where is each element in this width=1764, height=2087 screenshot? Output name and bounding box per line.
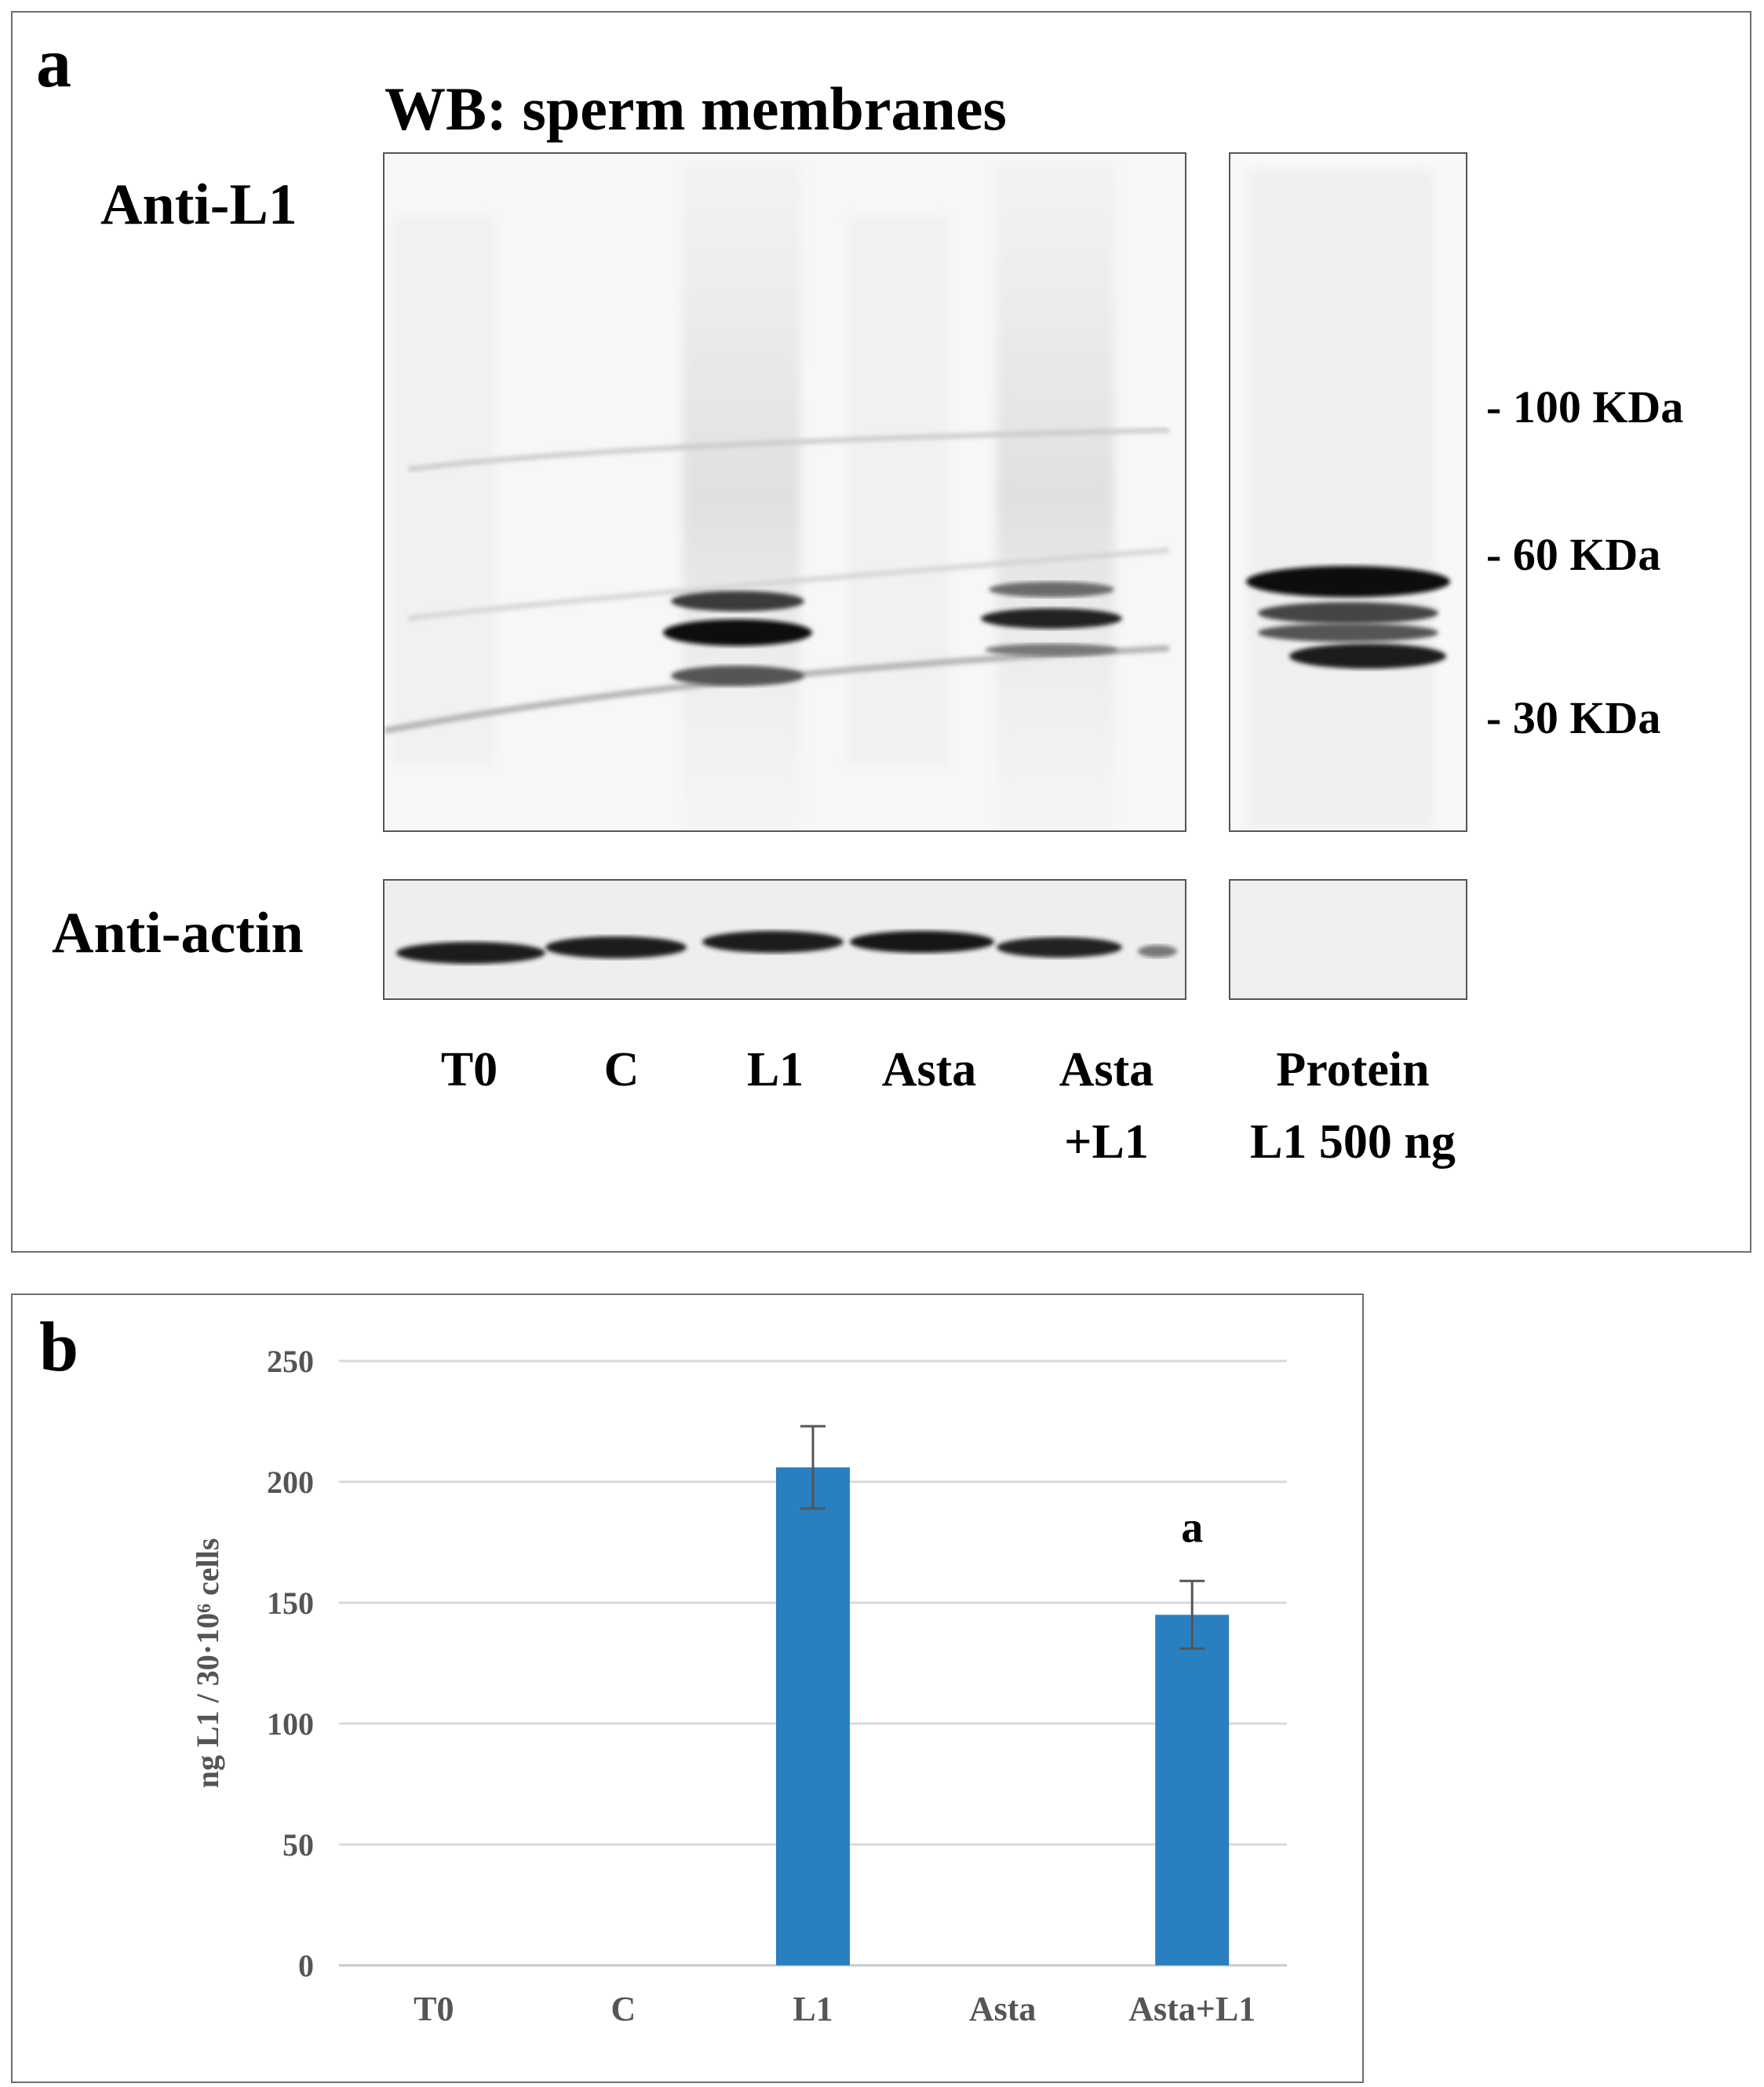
panel-a-label: a xyxy=(36,24,71,102)
significance-annotation: a xyxy=(1181,1503,1203,1552)
x-tick-label: T0 xyxy=(414,1990,454,2028)
mw-marker-30: - 30 KDa xyxy=(1486,692,1661,743)
panel-a-western-blot: a WB: sperm membranes Anti-L1 Anti-actin xyxy=(11,11,1751,1253)
panel-b-bar-chart: b 0 50 100 150 200 250 ng L1 / 30·10⁶ cells T0 C… xyxy=(11,1293,1364,2083)
lane-label-asta: Asta xyxy=(881,1043,977,1096)
y-axis-label: ng L1 / 30·10⁶ cells xyxy=(190,1538,225,1789)
mw-marker-60: - 60 KDa xyxy=(1486,529,1661,580)
anti-actin-blot-image xyxy=(383,879,1186,1000)
lane-label-c: C xyxy=(603,1043,640,1096)
lane-label-protein-l1: Protein L1 500 ng xyxy=(1250,1043,1456,1169)
panel-b-label: b xyxy=(39,1308,79,1386)
blot-title: WB: sperm membranes xyxy=(385,75,1007,143)
y-tick-label: 150 xyxy=(267,1585,314,1621)
x-tick-label: Asta+L1 xyxy=(1128,1990,1256,2028)
anti-actin-label: Anti-actin xyxy=(52,901,304,965)
lane-label-t0: T0 xyxy=(440,1043,498,1096)
y-tick-label: 200 xyxy=(267,1465,314,1500)
x-tick-label: Asta xyxy=(969,1990,1037,2028)
x-tick-label: C xyxy=(611,1990,636,2028)
anti-l1-blot-image xyxy=(383,152,1186,832)
bar xyxy=(1155,1615,1230,1965)
anti-l1-label: Anti-L1 xyxy=(100,173,297,237)
lane-label-asta-l1: Asta +L1 xyxy=(1059,1043,1154,1169)
x-tick-label: L1 xyxy=(793,1990,833,2028)
y-tick-label: 100 xyxy=(267,1706,314,1742)
y-tick-label: 250 xyxy=(267,1344,314,1379)
y-tick-label: 0 xyxy=(298,1948,314,1983)
protein-actin-blot-image xyxy=(1229,879,1467,1000)
y-tick-label: 50 xyxy=(282,1827,314,1863)
mw-marker-100: - 100 KDa xyxy=(1486,381,1684,432)
bar xyxy=(776,1467,850,1965)
protein-l1-blot-image xyxy=(1229,152,1467,832)
bar-chart: 0 50 100 150 200 250 ng L1 / 30·10⁶ cells T0 C L1… xyxy=(190,1344,1287,2028)
lane-label-l1: L1 xyxy=(746,1043,804,1096)
